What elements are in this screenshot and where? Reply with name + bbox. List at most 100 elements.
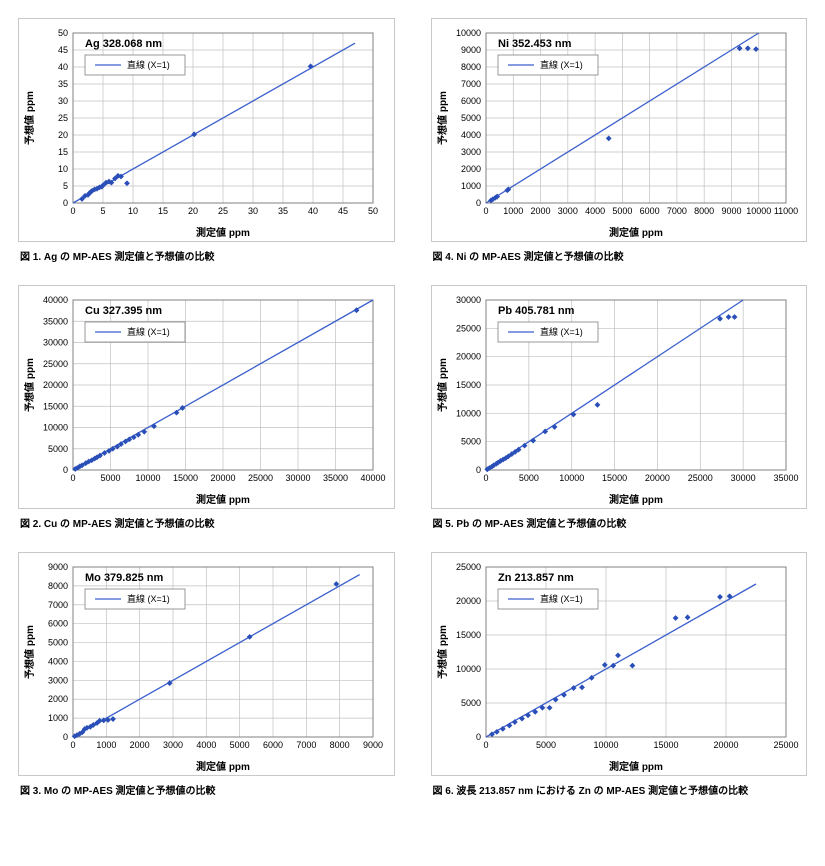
y-tick-label: 1000 xyxy=(48,713,68,723)
x-tick-label: 8000 xyxy=(330,740,350,750)
y-tick-label: 3000 xyxy=(460,147,480,157)
x-axis-title: 測定値 ppm xyxy=(196,760,250,773)
y-tick-label: 3000 xyxy=(48,675,68,685)
y-tick-label: 0 xyxy=(475,465,480,475)
y-axis-title: 予想値 ppm xyxy=(23,625,36,679)
y-tick-label: 7000 xyxy=(460,79,480,89)
x-tick-label: 0 xyxy=(483,740,488,750)
x-tick-label: 5000 xyxy=(518,473,538,483)
chart-title: Mo 379.825 nm xyxy=(85,572,163,584)
chart-caption-cu: 図 2. Cu の MP-AES 測定値と予想値の比較 xyxy=(18,509,395,534)
y-tick-label: 20000 xyxy=(455,596,480,606)
y-tick-label: 5000 xyxy=(460,698,480,708)
y-tick-label: 6000 xyxy=(48,619,68,629)
chart-caption-pb: 図 5. Pb の MP-AES 測定値と予想値の比較 xyxy=(431,509,808,534)
chart-panel-mo: 0100020003000400050006000700080009000010… xyxy=(18,552,395,801)
legend-label: 直線 (X=1) xyxy=(540,326,583,337)
x-tick-label: 5000 xyxy=(612,206,632,216)
x-tick-label: 10000 xyxy=(559,473,584,483)
y-tick-label: 25000 xyxy=(455,323,480,333)
y-tick-label: 35000 xyxy=(43,316,68,326)
y-tick-label: 15000 xyxy=(43,401,68,411)
x-tick-label: 11000 xyxy=(773,206,797,216)
chart-caption-zn: 図 6. 波長 213.857 nm における Zn の MP-AES 測定値と… xyxy=(431,776,808,801)
x-tick-label: 2000 xyxy=(130,740,150,750)
x-axis-title: 測定値 ppm xyxy=(609,760,663,773)
x-tick-label: 9000 xyxy=(363,740,383,750)
x-axis-title: 測定値 ppm xyxy=(196,226,250,239)
x-tick-label: 35000 xyxy=(773,473,798,483)
chart-caption-ag: 図 1. Ag の MP-AES 測定値と予想値の比較 xyxy=(18,242,395,267)
y-tick-label: 40 xyxy=(58,62,68,72)
y-tick-label: 30 xyxy=(58,96,68,106)
chart-cu: 0 5000 10000 15000 20000 25000 30000 35000 40000… xyxy=(18,285,395,509)
y-tick-label: 8000 xyxy=(460,62,480,72)
x-tick-label: 50 xyxy=(368,206,378,216)
x-tick-label: 10000 xyxy=(746,206,771,216)
x-tick-label: 5000 xyxy=(230,740,250,750)
legend-label: 直線 (X=1) xyxy=(127,326,170,337)
y-tick-label: 5000 xyxy=(48,638,68,648)
x-tick-label: 20000 xyxy=(210,473,235,483)
legend-label: 直線 (X=1) xyxy=(540,593,583,604)
x-tick-label: 4000 xyxy=(585,206,605,216)
y-axis-title: 予想値 ppm xyxy=(436,91,449,145)
x-tick-label: 7000 xyxy=(296,740,316,750)
x-tick-label: 5 xyxy=(100,206,105,216)
x-tick-label: 2000 xyxy=(530,206,550,216)
y-tick-label: 6000 xyxy=(460,96,480,106)
y-tick-label: 0 xyxy=(63,198,68,208)
x-tick-label: 30 xyxy=(248,206,258,216)
x-tick-label: 9000 xyxy=(721,206,741,216)
x-tick-label: 15000 xyxy=(653,740,678,750)
y-tick-label: 35 xyxy=(58,79,68,89)
x-tick-label: 20000 xyxy=(644,473,669,483)
x-tick-label: 3000 xyxy=(557,206,577,216)
x-tick-label: 45 xyxy=(338,206,348,216)
y-tick-label: 10 xyxy=(58,164,68,174)
y-axis-title: 予想値 ppm xyxy=(436,625,449,679)
x-tick-label: 8000 xyxy=(694,206,714,216)
y-tick-label: 0 xyxy=(63,465,68,475)
x-tick-label: 15 xyxy=(158,206,168,216)
chart-title: Ni 352.453 nm xyxy=(498,38,572,50)
x-tick-label: 0 xyxy=(70,206,75,216)
x-tick-label: 6000 xyxy=(639,206,659,216)
y-tick-label: 7000 xyxy=(48,600,68,610)
x-tick-label: 7000 xyxy=(666,206,686,216)
y-axis-title: 予想値 ppm xyxy=(23,358,36,412)
y-tick-label: 20000 xyxy=(43,380,68,390)
x-tick-label: 0 xyxy=(483,206,488,216)
x-tick-label: 10 xyxy=(128,206,138,216)
y-tick-label: 0 xyxy=(475,732,480,742)
y-tick-label: 15 xyxy=(58,147,68,157)
y-tick-label: 8000 xyxy=(48,581,68,591)
y-tick-label: 25000 xyxy=(455,562,480,572)
chart-zn: 0500010000150002000025000050001000015000… xyxy=(431,552,808,776)
y-tick-label: 30000 xyxy=(455,295,480,305)
x-axis-title: 測定値 ppm xyxy=(196,493,250,506)
x-tick-label: 1000 xyxy=(503,206,523,216)
x-tick-label: 25000 xyxy=(773,740,798,750)
y-tick-label: 5000 xyxy=(460,113,480,123)
y-tick-label: 40000 xyxy=(43,295,68,305)
y-tick-label: 4000 xyxy=(460,130,480,140)
x-tick-label: 15000 xyxy=(602,473,627,483)
x-tick-label: 0 xyxy=(70,473,75,483)
x-tick-label: 25000 xyxy=(248,473,273,483)
x-tick-label: 10000 xyxy=(135,473,160,483)
x-tick-label: 4000 xyxy=(196,740,216,750)
x-tick-label: 6000 xyxy=(263,740,283,750)
x-tick-label: 30000 xyxy=(730,473,755,483)
y-tick-label: 30000 xyxy=(43,338,68,348)
chart-mo: 0100020003000400050006000700080009000010… xyxy=(18,552,395,776)
x-tick-label: 5000 xyxy=(535,740,555,750)
x-tick-label: 10000 xyxy=(593,740,618,750)
y-tick-label: 9000 xyxy=(460,45,480,55)
x-tick-label: 5000 xyxy=(100,473,120,483)
chart-panel-zn: 0500010000150002000025000050001000015000… xyxy=(431,552,808,801)
y-tick-label: 10000 xyxy=(455,664,480,674)
x-tick-label: 15000 xyxy=(173,473,198,483)
y-tick-label: 10000 xyxy=(455,408,480,418)
y-tick-label: 5 xyxy=(63,181,68,191)
